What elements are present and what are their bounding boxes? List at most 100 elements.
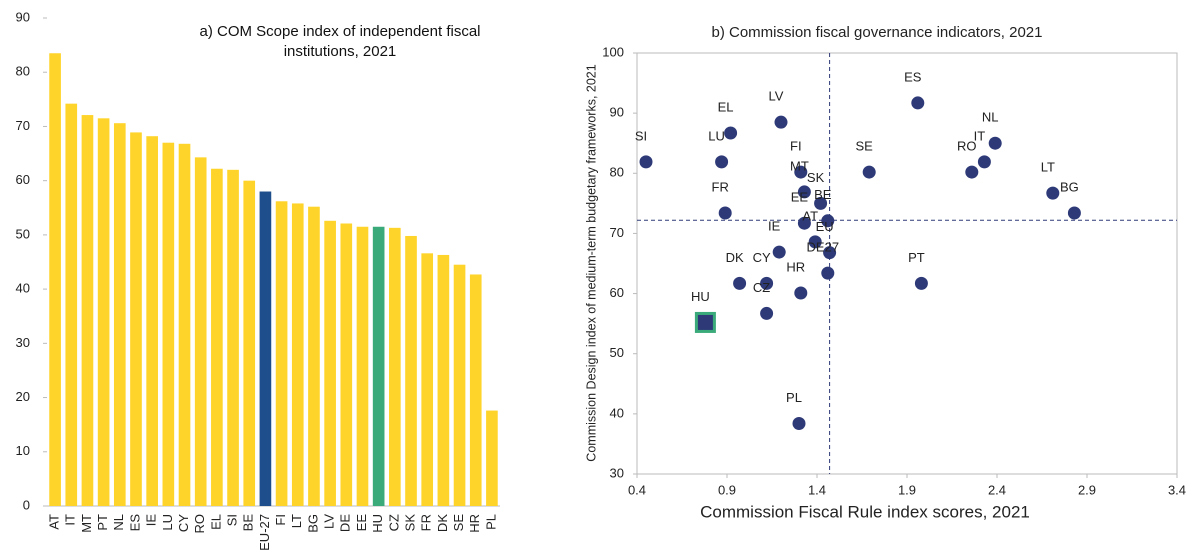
- x-tick-label: SE: [451, 514, 466, 532]
- point-label: SI: [635, 128, 647, 143]
- point: [639, 155, 653, 169]
- x-tick-label: 1.9: [898, 482, 916, 497]
- x-tick-label: BE: [241, 514, 256, 532]
- bar: [324, 220, 336, 506]
- bar: [486, 410, 498, 506]
- x-tick-label: SK: [402, 514, 417, 532]
- bar: [469, 274, 482, 506]
- y-tick-label: 30: [610, 465, 624, 480]
- bar: [194, 157, 207, 506]
- chart-title: b) Commission fiscal governance indicato…: [712, 24, 1043, 41]
- x-tick-label: PL: [483, 514, 498, 530]
- bar: [340, 223, 353, 506]
- y-tick-label: 0: [23, 497, 30, 512]
- bar: [227, 169, 239, 507]
- x-tick-label: 1.4: [808, 482, 826, 497]
- bar: [308, 206, 320, 506]
- y-tick-label: 50: [16, 226, 30, 241]
- point-label: EE: [791, 190, 809, 205]
- point-label: FI: [790, 139, 802, 154]
- point-label: IE: [768, 219, 781, 234]
- point: [988, 136, 1002, 150]
- point-label: LU: [708, 128, 725, 143]
- point: [823, 246, 837, 260]
- bar: [211, 168, 223, 506]
- x-axis-title: Commission Fiscal Rule index scores, 202…: [700, 502, 1030, 521]
- x-tick-label: 2.9: [1078, 482, 1096, 497]
- x-tick-label: IT: [63, 514, 78, 526]
- point-label: LV: [769, 89, 784, 104]
- x-tick-label: AT: [47, 514, 62, 530]
- point-label: PL: [786, 390, 802, 405]
- y-axis-title: Commission Design index of medium-term b…: [584, 64, 598, 461]
- bar: [97, 118, 110, 507]
- y-tick-label: 50: [610, 345, 624, 360]
- y-tick-label: 80: [610, 165, 624, 180]
- bar: [113, 123, 126, 507]
- point-label: SE: [856, 139, 874, 154]
- x-tick-label: EE: [354, 514, 369, 532]
- x-tick-label: EU-27: [257, 514, 272, 551]
- bar: [405, 235, 417, 506]
- x-tick-label: SI: [224, 514, 239, 526]
- bar: [291, 203, 304, 506]
- x-tick-label: MT: [79, 514, 94, 533]
- point: [694, 311, 716, 333]
- y-tick-label: 30: [16, 335, 30, 350]
- x-tick-label: LV: [322, 514, 337, 529]
- point-label: IT: [974, 128, 986, 143]
- point-label: FR: [712, 179, 729, 194]
- point-label: PT: [908, 250, 925, 265]
- bar: [372, 226, 385, 506]
- bar: [421, 253, 434, 506]
- x-tick-label: CY: [176, 514, 191, 532]
- point: [862, 165, 876, 179]
- bar: [81, 115, 94, 507]
- point: [965, 165, 979, 179]
- point: [772, 245, 786, 259]
- bar: [259, 191, 272, 506]
- x-tick-label: RO: [192, 514, 207, 534]
- bar: [356, 226, 369, 506]
- y-tick-label: 90: [610, 105, 624, 120]
- point: [821, 214, 835, 228]
- x-tick-label: 0.4: [628, 482, 646, 497]
- bar: [275, 201, 288, 506]
- point-label: ES: [904, 69, 922, 84]
- x-tick-label: 2.4: [988, 482, 1006, 497]
- x-tick-label: CZ: [386, 514, 401, 531]
- point-label: DK: [726, 250, 744, 265]
- x-tick-label: IE: [144, 514, 159, 527]
- bar: [146, 136, 158, 506]
- x-tick-label: 0.9: [718, 482, 736, 497]
- point: [814, 196, 828, 210]
- y-tick-label: 70: [16, 118, 30, 133]
- x-tick-label: DK: [435, 514, 450, 532]
- point: [760, 306, 774, 320]
- point: [792, 416, 806, 430]
- y-tick-label: 80: [16, 64, 30, 79]
- point: [724, 126, 738, 140]
- x-tick-label: FI: [273, 514, 288, 526]
- point-label: BE: [814, 187, 832, 202]
- y-tick-label: 40: [16, 281, 30, 296]
- point-label: CY: [753, 250, 771, 265]
- point: [911, 96, 925, 110]
- point: [797, 185, 811, 199]
- y-tick-label: 70: [610, 225, 624, 240]
- point: [760, 276, 774, 290]
- bar: [389, 227, 401, 506]
- point-label: BG: [1060, 179, 1079, 194]
- x-tick-label: HR: [467, 514, 482, 533]
- point-label: EL: [718, 99, 734, 114]
- x-tick-label: LU: [160, 514, 175, 531]
- point-label: HR: [786, 259, 805, 274]
- point: [794, 165, 808, 179]
- bar: [49, 53, 61, 506]
- point: [1067, 206, 1081, 220]
- point-label: DE27: [807, 240, 840, 255]
- y-tick-label: 90: [16, 9, 30, 24]
- y-tick-label: 20: [16, 389, 30, 404]
- point: [774, 115, 788, 129]
